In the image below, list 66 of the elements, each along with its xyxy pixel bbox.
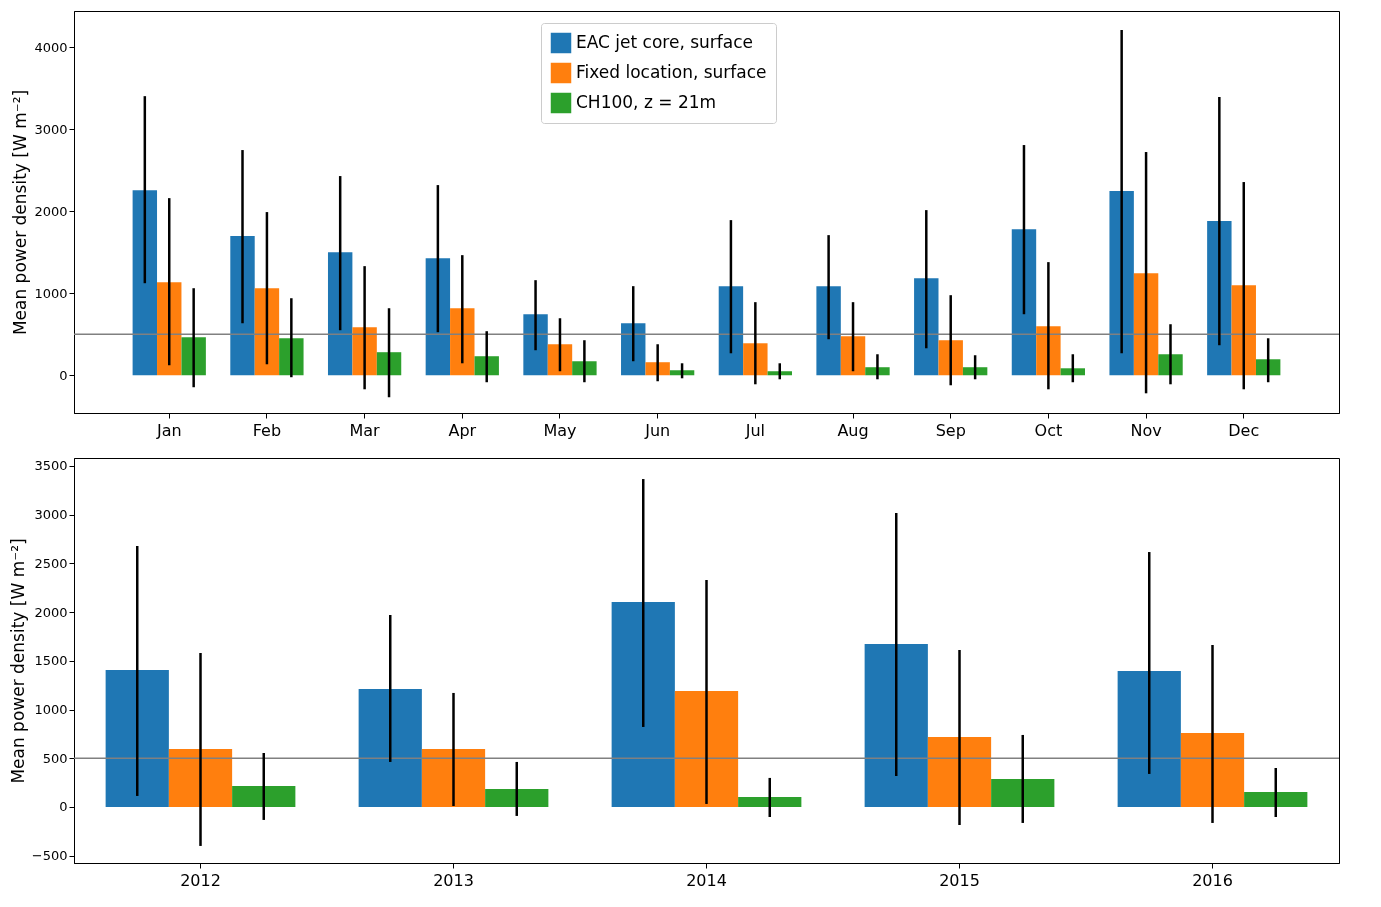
y-tick-label: 2000 — [34, 604, 68, 620]
bar — [840, 336, 866, 376]
bar — [718, 286, 744, 376]
y-axis-title: Mean power density [W m⁻²] — [10, 89, 31, 336]
bar — [485, 788, 549, 807]
x-tick-label: Feb — [252, 420, 282, 440]
y-tick-label: 4000 — [34, 39, 68, 55]
bar — [816, 286, 841, 376]
bar — [421, 748, 486, 807]
legend-label: CH100, z = 21m — [576, 92, 717, 112]
bar — [1180, 733, 1245, 807]
x-tick-label: Aug — [837, 420, 869, 440]
y-tick-label: 0 — [59, 799, 68, 815]
legend-label: EAC jet core, surface — [576, 32, 754, 52]
bar — [669, 370, 695, 376]
x-tick-label: 2012 — [180, 870, 221, 890]
x-tick-label: 2013 — [433, 870, 474, 890]
bar — [425, 258, 451, 376]
y-tick-label: 3000 — [34, 121, 68, 137]
bar — [1117, 671, 1181, 807]
x-tick-label: May — [543, 420, 577, 440]
bar — [232, 786, 296, 807]
y-tick-label: 2000 — [34, 203, 68, 219]
bar — [1255, 359, 1281, 376]
x-tick-label: Nov — [1130, 420, 1162, 440]
x-tick-label: Apr — [448, 420, 477, 440]
x-tick-label: Jan — [155, 420, 182, 440]
x-tick-label: Oct — [1034, 420, 1063, 440]
x-tick-label: Jul — [744, 420, 765, 440]
bar — [611, 602, 675, 807]
bar — [927, 737, 992, 807]
bar — [991, 779, 1055, 807]
bar — [376, 352, 402, 376]
y-tick-label: 1000 — [34, 702, 68, 718]
y-tick-label: 0 — [59, 367, 68, 383]
x-tick-label: Dec — [1228, 420, 1260, 440]
bar — [327, 252, 353, 376]
y-tick-label: 500 — [42, 750, 68, 766]
y-tick-label: 2500 — [34, 555, 68, 571]
x-tick-label: Sep — [935, 420, 966, 440]
bar — [132, 190, 158, 376]
bar — [1244, 791, 1308, 807]
x-tick-label: Mar — [349, 420, 381, 440]
x-tick-label: 2014 — [686, 870, 727, 890]
y-tick-label: 1500 — [34, 653, 68, 669]
bar — [547, 344, 573, 376]
y-tick-label: −500 — [31, 848, 68, 864]
x-tick-label: 2015 — [939, 870, 980, 890]
x-tick-label: 2016 — [1192, 870, 1233, 890]
bar — [168, 748, 233, 807]
bar — [864, 644, 928, 807]
bar — [674, 691, 739, 807]
legend-label: Fixed location, surface — [576, 62, 767, 82]
y-tick-label: 3000 — [34, 507, 68, 523]
bar — [738, 796, 802, 807]
bar — [1011, 229, 1037, 376]
x-tick-label: Jun — [644, 420, 671, 440]
bar — [358, 688, 422, 807]
y-tick-label: 3500 — [34, 458, 68, 474]
y-axis-title: Mean power density [W m⁻²] — [7, 538, 28, 784]
bar — [1060, 368, 1086, 376]
bar — [962, 367, 988, 376]
bar — [230, 236, 255, 376]
bar — [767, 371, 792, 376]
bar — [105, 669, 169, 807]
y-tick-label: 1000 — [34, 285, 68, 301]
